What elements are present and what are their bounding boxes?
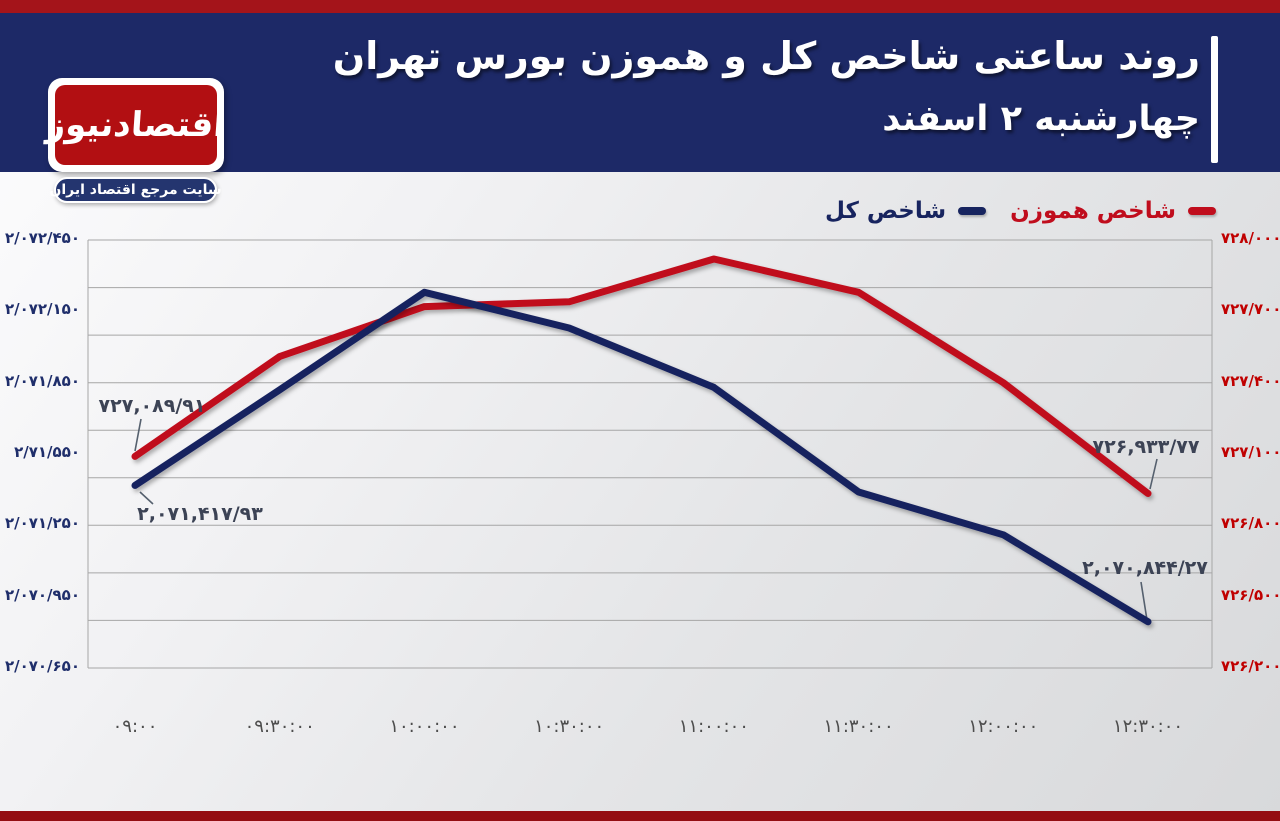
chart-subtitle-date: چهارشنبه ۲ اسفند xyxy=(882,98,1200,139)
left-axis-tick-label: ۲/۰۷۲/۴۵۰ xyxy=(4,229,80,247)
legend-item-equal-weight-index: شاخص هموزن xyxy=(1010,198,1216,224)
left-axis-tick-label: ۲/۷۱/۵۵۰ xyxy=(14,443,80,461)
left-axis-tick-label: ۲/۰۷۰/۶۵۰ xyxy=(4,657,80,675)
logo-tagline: سایت مرجع اقتصاد ایران xyxy=(49,182,222,198)
blue-line-marker-icon xyxy=(958,207,987,215)
x-axis-tick-label: ۱۰:۳۰:۰۰ xyxy=(534,716,605,737)
bottom-accent-strip xyxy=(0,811,1280,821)
legend-label-total: شاخص کل xyxy=(825,198,947,224)
x-axis-tick-label: ۱۱:۳۰:۰۰ xyxy=(823,716,894,737)
left-axis-tick-label: ۲/۰۷۲/۱۵۰ xyxy=(4,300,80,319)
x-axis-tick-label: ۱۰:۰۰:۰۰ xyxy=(389,716,460,737)
legend-label-equal-weight: شاخص هموزن xyxy=(1010,198,1176,224)
chart-title-block: روند ساعتی شاخص کل و هموزن بورس تهران چه… xyxy=(333,27,1200,146)
right-axis-tick-label: ۷۲۷/۱۰۰ xyxy=(1221,443,1280,461)
data-label-annotation: ۲,۰۷۱,۴۱۷/۹۳ xyxy=(137,503,263,525)
logo-tagline-strap: سایت مرجع اقتصاد ایران xyxy=(49,177,222,203)
right-axis-tick-label: ۷۲۶/۲۰۰ xyxy=(1221,657,1280,675)
left-axis-tick-label: ۲/۰۷۰/۹۵۰ xyxy=(4,585,80,604)
x-axis-tick-label: ۰۹:۳۰:۰۰ xyxy=(244,716,315,737)
red-line-marker-icon xyxy=(1188,207,1216,215)
x-axis-tick-label: ۱۲:۰۰:۰۰ xyxy=(968,716,1039,737)
top-accent-strip xyxy=(0,0,1280,13)
chart-title: روند ساعتی شاخص کل و هموزن بورس تهران xyxy=(332,34,1200,78)
data-label-annotation: ۲,۰۷۰,۸۴۴/۲۷ xyxy=(1082,557,1208,579)
x-axis-tick-label: ۱۱:۰۰:۰۰ xyxy=(678,716,749,737)
right-axis-tick-label: ۷۲۸/۰۰۰ xyxy=(1221,229,1280,247)
data-label-annotation: ۷۲۶,۹۳۳/۷۷ xyxy=(1092,436,1200,458)
data-label-annotation: ۷۲۷,۰۸۹/۹۱ xyxy=(98,395,206,417)
logo-red-box: اقتصادنیوز xyxy=(45,85,227,165)
right-axis-tick-label: ۷۲۷/۴۰۰ xyxy=(1221,371,1280,390)
logo-frame: اقتصادنیوز xyxy=(45,78,227,172)
left-axis-tick-label: ۲/۰۷۱/۸۵۰ xyxy=(4,371,80,390)
right-axis-tick-label: ۷۲۶/۵۰۰ xyxy=(1221,585,1280,604)
right-axis-tick-label: ۷۲۷/۷۰۰ xyxy=(1221,300,1280,319)
left-axis-tick-label: ۲/۰۷۱/۲۵۰ xyxy=(4,514,80,533)
chart-legend: شاخص هموزن شاخص کل xyxy=(825,198,1216,224)
x-axis-tick-label: ۱۲:۳۰:۰۰ xyxy=(1112,716,1184,737)
eghtesadnews-logo: اقتصادنیوز سایت مرجع اقتصاد ایران xyxy=(45,78,227,203)
right-axis-tick-label: ۷۲۶/۸۰۰ xyxy=(1221,514,1280,533)
title-accent-bar xyxy=(1211,36,1218,163)
x-axis-tick-label: ۰۹:۰۰ xyxy=(112,716,158,737)
legend-item-total-index: شاخص کل xyxy=(825,198,987,224)
